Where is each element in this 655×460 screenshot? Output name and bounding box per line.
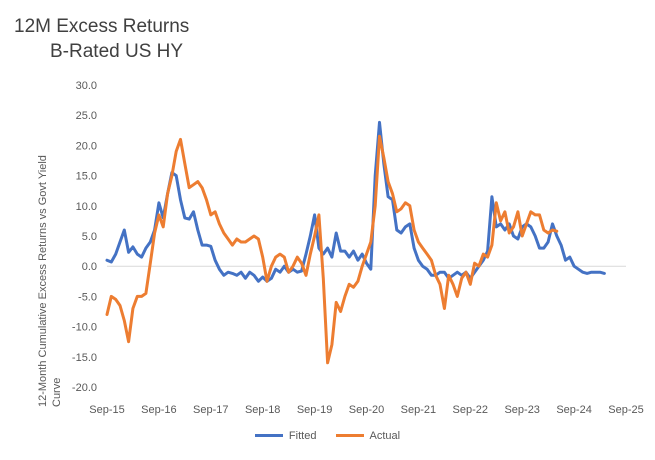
y-axis: 30.0 25.0 20.0 15.0 10.0 5.0 0.0 -5.0 -10.0 -15.0… [72, 80, 97, 394]
chart-title: 12M Excess Returns [14, 16, 190, 37]
series-group [105, 120, 606, 365]
x-axis: Sep-15 Sep-16 Sep-17 Sep-18 Sep-19 Sep-20 Sep-… [89, 404, 643, 416]
legend: Fitted Actual [0, 428, 655, 442]
x-tick-label: Sep-16 [141, 404, 176, 416]
x-tick-label: Sep-21 [401, 404, 436, 416]
x-tick-label: Sep-23 [504, 404, 539, 416]
legend-swatch-fitted [254, 434, 283, 437]
y-tick-label: 0.0 [82, 261, 97, 273]
x-tick-label: Sep-20 [349, 404, 384, 416]
x-tick-label: Sep-17 [193, 404, 228, 416]
x-tick-label: Sep-25 [608, 404, 643, 416]
y-tick-label: -10.0 [72, 322, 97, 334]
line-chart: 30.0 25.0 20.0 15.0 10.0 5.0 0.0 -5.0 -10.0 -15.0… [37, 80, 644, 416]
y-tick-label: 30.0 [76, 80, 97, 92]
y-tick-label: -20.0 [72, 382, 97, 394]
legend-item-actual: Actual [335, 429, 401, 442]
y-axis-label-line-2: Curve [51, 378, 63, 407]
series-line-actual [105, 134, 559, 365]
y-tick-label: 20.0 [76, 140, 97, 152]
chart-title-block: 12M Excess Returns B-Rated US HY [14, 14, 189, 64]
y-tick-label: 25.0 [76, 110, 97, 122]
y-tick-label: 10.0 [76, 201, 97, 213]
x-tick-label: Sep-15 [89, 404, 124, 416]
y-tick-label: -15.0 [72, 352, 97, 364]
y-axis-label-line-1: 12-Month Cumulative Excess Returns vs Go… [37, 155, 49, 407]
legend-swatch-actual [335, 434, 364, 437]
legend-label-actual: Actual [369, 429, 401, 442]
y-tick-label: 15.0 [76, 171, 97, 183]
chart-subtitle: B-Rated US HY [50, 41, 184, 62]
legend-label-fitted: Fitted [288, 429, 317, 442]
x-tick-label: Sep-18 [245, 404, 280, 416]
x-tick-label: Sep-19 [297, 404, 332, 416]
y-tick-label: -5.0 [78, 291, 97, 303]
x-tick-label: Sep-22 [453, 404, 488, 416]
x-tick-label: Sep-24 [556, 404, 591, 416]
legend-item-fitted: Fitted [254, 429, 317, 442]
y-tick-label: 5.0 [82, 231, 97, 243]
